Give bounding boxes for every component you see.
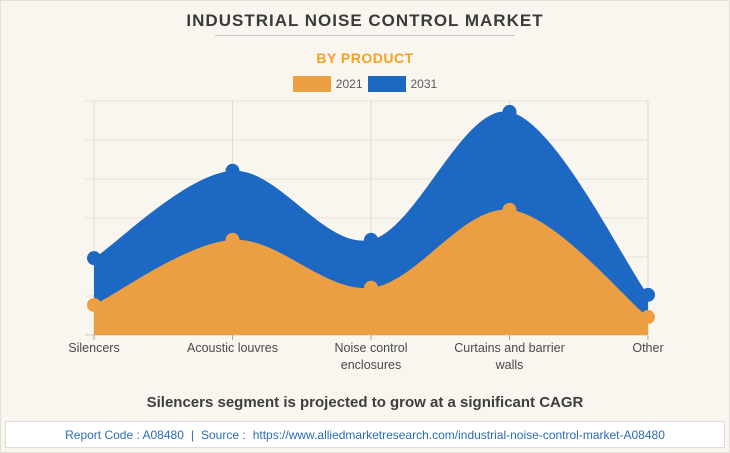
- legend-label: 2021: [335, 77, 363, 91]
- data-point-2031: [364, 232, 378, 247]
- footer-bar: Report Code : A08480 | Source : https://…: [5, 421, 725, 448]
- data-point-2031: [641, 287, 655, 302]
- x-axis-labels: Silencers Acoustic louvres Noise control e…: [1, 340, 729, 380]
- x-axis-label: Noise control enclosures: [334, 341, 408, 372]
- source-link[interactable]: https://www.alliedmarketresearch.com/ind…: [252, 427, 665, 442]
- data-point-2031: [87, 251, 101, 266]
- data-point-2031: [502, 104, 517, 119]
- caption-text: Silencers segment is projected to grow a…: [146, 394, 584, 411]
- x-axis-label: Acoustic louvres: [186, 341, 278, 355]
- legend-item-2021[interactable]: 2021: [292, 76, 363, 92]
- legend-item-2031[interactable]: 2031: [367, 76, 438, 92]
- chart-legend: 2021 2031: [1, 75, 729, 93]
- x-axis-label: Silencers: [68, 341, 120, 355]
- area-chart-canvas: [85, 100, 655, 340]
- data-point-2021: [225, 232, 240, 247]
- chart-subtitle: BY PRODUCT: [316, 50, 414, 66]
- x-axis-label: Other: [632, 341, 664, 355]
- data-point-2031: [225, 163, 240, 178]
- legend-swatch: [292, 76, 331, 92]
- report-code-text: Report Code : A08480: [65, 427, 184, 442]
- data-point-2021: [364, 280, 378, 295]
- x-axis-label: Curtains and barrier walls: [454, 341, 565, 372]
- page-title: INDUSTRIAL NOISE CONTROL MARKET: [186, 11, 544, 30]
- data-point-2021: [502, 202, 517, 217]
- data-point-2021: [641, 310, 655, 325]
- legend-swatch: [367, 76, 406, 92]
- footer-separator: |: [190, 427, 194, 442]
- data-point-2021: [87, 297, 101, 312]
- source-label: Source :: [201, 427, 246, 442]
- title-divider: [215, 35, 515, 36]
- legend-label: 2031: [410, 77, 438, 91]
